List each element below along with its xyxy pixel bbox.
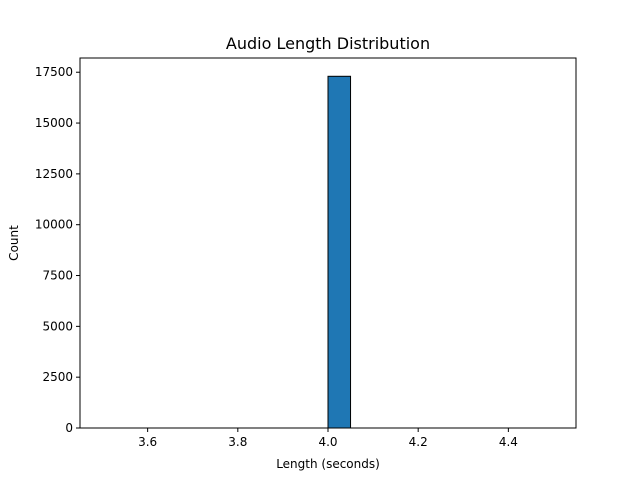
y-tick-label: 10000 bbox=[35, 218, 73, 232]
x-tick-label: 3.8 bbox=[228, 435, 247, 449]
x-tick-label: 3.6 bbox=[138, 435, 157, 449]
x-tick-label: 4.2 bbox=[409, 435, 428, 449]
y-tick-label: 15000 bbox=[35, 116, 73, 130]
histogram-bar bbox=[327, 75, 352, 429]
chart-title: Audio Length Distribution bbox=[226, 34, 430, 53]
y-tick-label: 0 bbox=[65, 421, 73, 435]
y-tick-label: 7500 bbox=[42, 269, 73, 283]
histogram-bars bbox=[327, 75, 352, 429]
x-tick-label: 4.0 bbox=[318, 435, 337, 449]
y-tick-label: 17500 bbox=[35, 65, 73, 79]
x-axis-label: Length (seconds) bbox=[276, 457, 380, 471]
x-axis-ticks: 3.6 3.8 4.0 4.2 4.4 bbox=[138, 428, 518, 449]
y-tick-label: 2500 bbox=[42, 370, 73, 384]
y-axis-ticks: 0 2500 5000 7500 10000 12500 15000 17500 bbox=[35, 65, 80, 435]
x-tick-label: 4.4 bbox=[499, 435, 518, 449]
y-tick-label: 5000 bbox=[42, 319, 73, 333]
y-tick-label: 12500 bbox=[35, 167, 73, 181]
y-axis-label: Count bbox=[7, 225, 21, 261]
